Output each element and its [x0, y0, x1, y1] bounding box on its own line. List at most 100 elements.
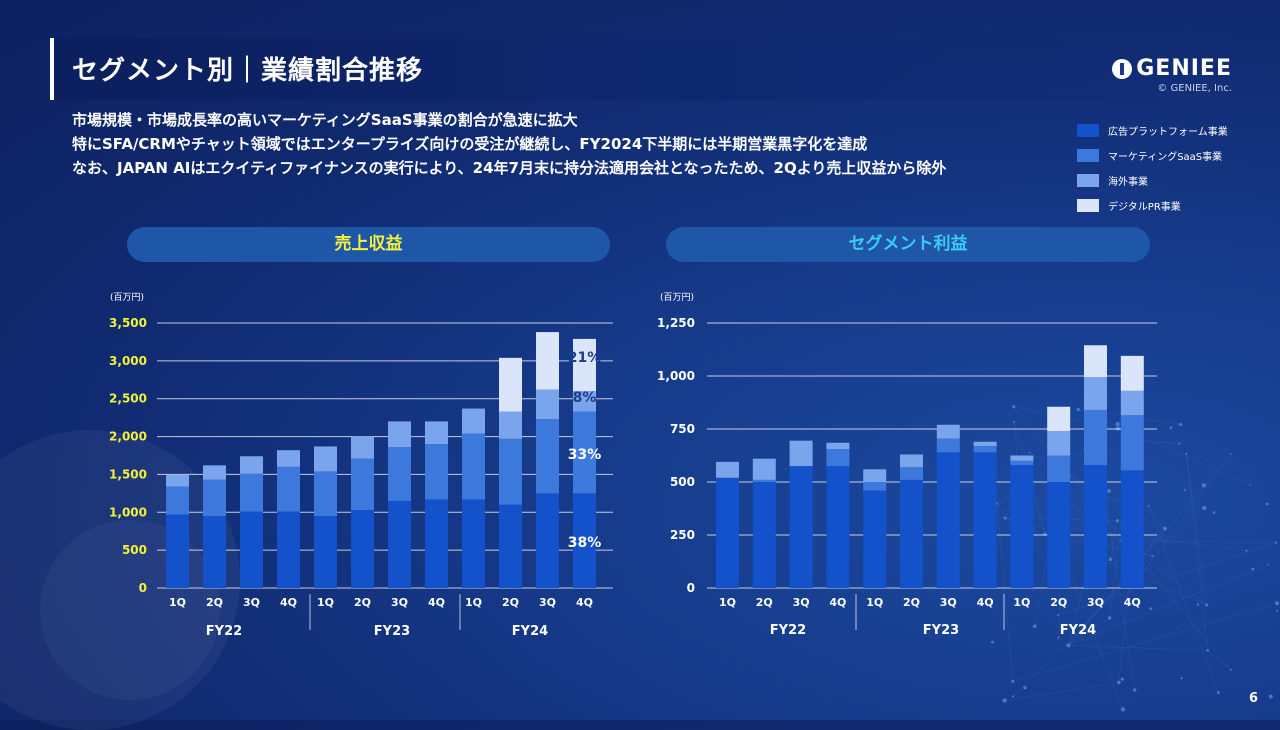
x-tick-label: 3Q: [940, 596, 957, 609]
bar-segment: [753, 480, 776, 482]
bar-segment: [1047, 407, 1070, 431]
bar-segment: [1084, 345, 1107, 377]
bar-segment: [314, 471, 337, 516]
y-axis-unit: (百万円): [660, 292, 694, 303]
y-tick-label: 2,500: [109, 392, 147, 406]
bar-segment: [863, 482, 886, 490]
y-tick-label: 1,000: [109, 505, 147, 519]
share-annotation: 8%: [573, 390, 597, 406]
share-annotation: 33%: [568, 447, 602, 463]
y-tick-label: 2,000: [109, 430, 147, 444]
bar-segment: [351, 459, 374, 510]
group-label: FY22: [770, 623, 806, 638]
bar-segment: [351, 510, 374, 588]
x-tick-label: 4Q: [977, 596, 994, 609]
bar-segment: [863, 469, 886, 482]
x-tick-label: 4Q: [428, 596, 445, 609]
bar-segment: [536, 332, 559, 390]
bar-segment: [1047, 482, 1070, 588]
bar-segment: [499, 505, 522, 588]
bar-segment: [536, 390, 559, 420]
y-tick-label: 3,000: [109, 354, 147, 368]
bar-segment: [203, 516, 226, 588]
bar-segment: [900, 467, 923, 480]
y-tick-label: 500: [122, 543, 147, 557]
bar-segment: [790, 466, 813, 588]
bar-segment: [462, 409, 485, 434]
bar-segment: [753, 459, 776, 480]
x-tick-label: 3Q: [793, 596, 810, 609]
bar-segment: [499, 358, 522, 412]
bar-segment: [826, 443, 849, 449]
bar-segment: [536, 493, 559, 588]
bar-segment: [1010, 461, 1033, 465]
y-tick-label: 500: [670, 475, 695, 489]
bar-segment: [1084, 377, 1107, 410]
y-tick-label: 1,500: [109, 467, 147, 481]
x-tick-label: 2Q: [756, 596, 773, 609]
bar-segment: [937, 425, 960, 439]
bar-segment: [425, 499, 448, 588]
bar-segment: [1121, 391, 1144, 415]
group-label: FY24: [1060, 623, 1096, 638]
x-tick-label: 4Q: [829, 596, 846, 609]
x-tick-label: 1Q: [465, 596, 482, 609]
y-tick-label: 3,500: [109, 316, 147, 330]
bar-segment: [425, 444, 448, 499]
bar-segment: [1084, 410, 1107, 465]
bar-segment: [1121, 356, 1144, 391]
x-tick-label: 2Q: [354, 596, 371, 609]
bar-segment: [826, 466, 849, 588]
bar-segment: [203, 480, 226, 516]
x-tick-label: 2Q: [1050, 596, 1067, 609]
y-tick-label: 1,250: [657, 316, 695, 330]
x-tick-label: 1Q: [866, 596, 883, 609]
x-tick-label: 4Q: [280, 596, 297, 609]
x-tick-label: 1Q: [1013, 596, 1030, 609]
bar-segment: [753, 482, 776, 588]
bar-segment: [388, 447, 411, 501]
x-tick-label: 1Q: [317, 596, 334, 609]
bar-segment: [1121, 470, 1144, 588]
y-tick-label: 750: [670, 422, 695, 436]
x-tick-label: 1Q: [169, 596, 186, 609]
x-tick-label: 4Q: [1124, 596, 1141, 609]
bar-segment: [166, 474, 189, 486]
group-label: FY23: [923, 623, 959, 638]
y-tick-label: 250: [670, 528, 695, 542]
bar-segment: [716, 478, 739, 588]
bar-segment: [974, 442, 997, 446]
bar-segment: [900, 480, 923, 588]
group-label: FY24: [512, 624, 548, 639]
y-tick-label: 1,000: [657, 369, 695, 383]
bar-segment: [1084, 465, 1107, 588]
page-number: 6: [1249, 691, 1258, 706]
bar-segment: [1121, 415, 1144, 470]
bar-segment: [388, 501, 411, 588]
y-tick-label: 0: [139, 581, 147, 595]
group-label: FY22: [206, 624, 242, 639]
bar-segment: [937, 452, 960, 588]
x-tick-label: 2Q: [502, 596, 519, 609]
bar-segment: [314, 516, 337, 588]
bar-segment: [240, 512, 263, 588]
bar-segment: [388, 421, 411, 447]
bar-segment: [1010, 456, 1033, 461]
bar-segment: [240, 474, 263, 512]
x-tick-label: 3Q: [1087, 596, 1104, 609]
bar-segment: [277, 450, 300, 467]
bar-segment: [351, 437, 374, 459]
bar-segment: [1010, 465, 1033, 588]
y-tick-label: 0: [687, 581, 695, 595]
x-tick-label: 3Q: [243, 596, 260, 609]
bar-segment: [1047, 456, 1070, 483]
bar-segment: [1047, 431, 1070, 455]
bar-segment: [716, 462, 739, 478]
bar-segment: [974, 452, 997, 588]
bar-segment: [277, 467, 300, 512]
bar-segment: [499, 412, 522, 439]
share-annotation: 21%: [568, 350, 602, 366]
bar-segment: [863, 490, 886, 588]
bar-segment: [166, 487, 189, 515]
